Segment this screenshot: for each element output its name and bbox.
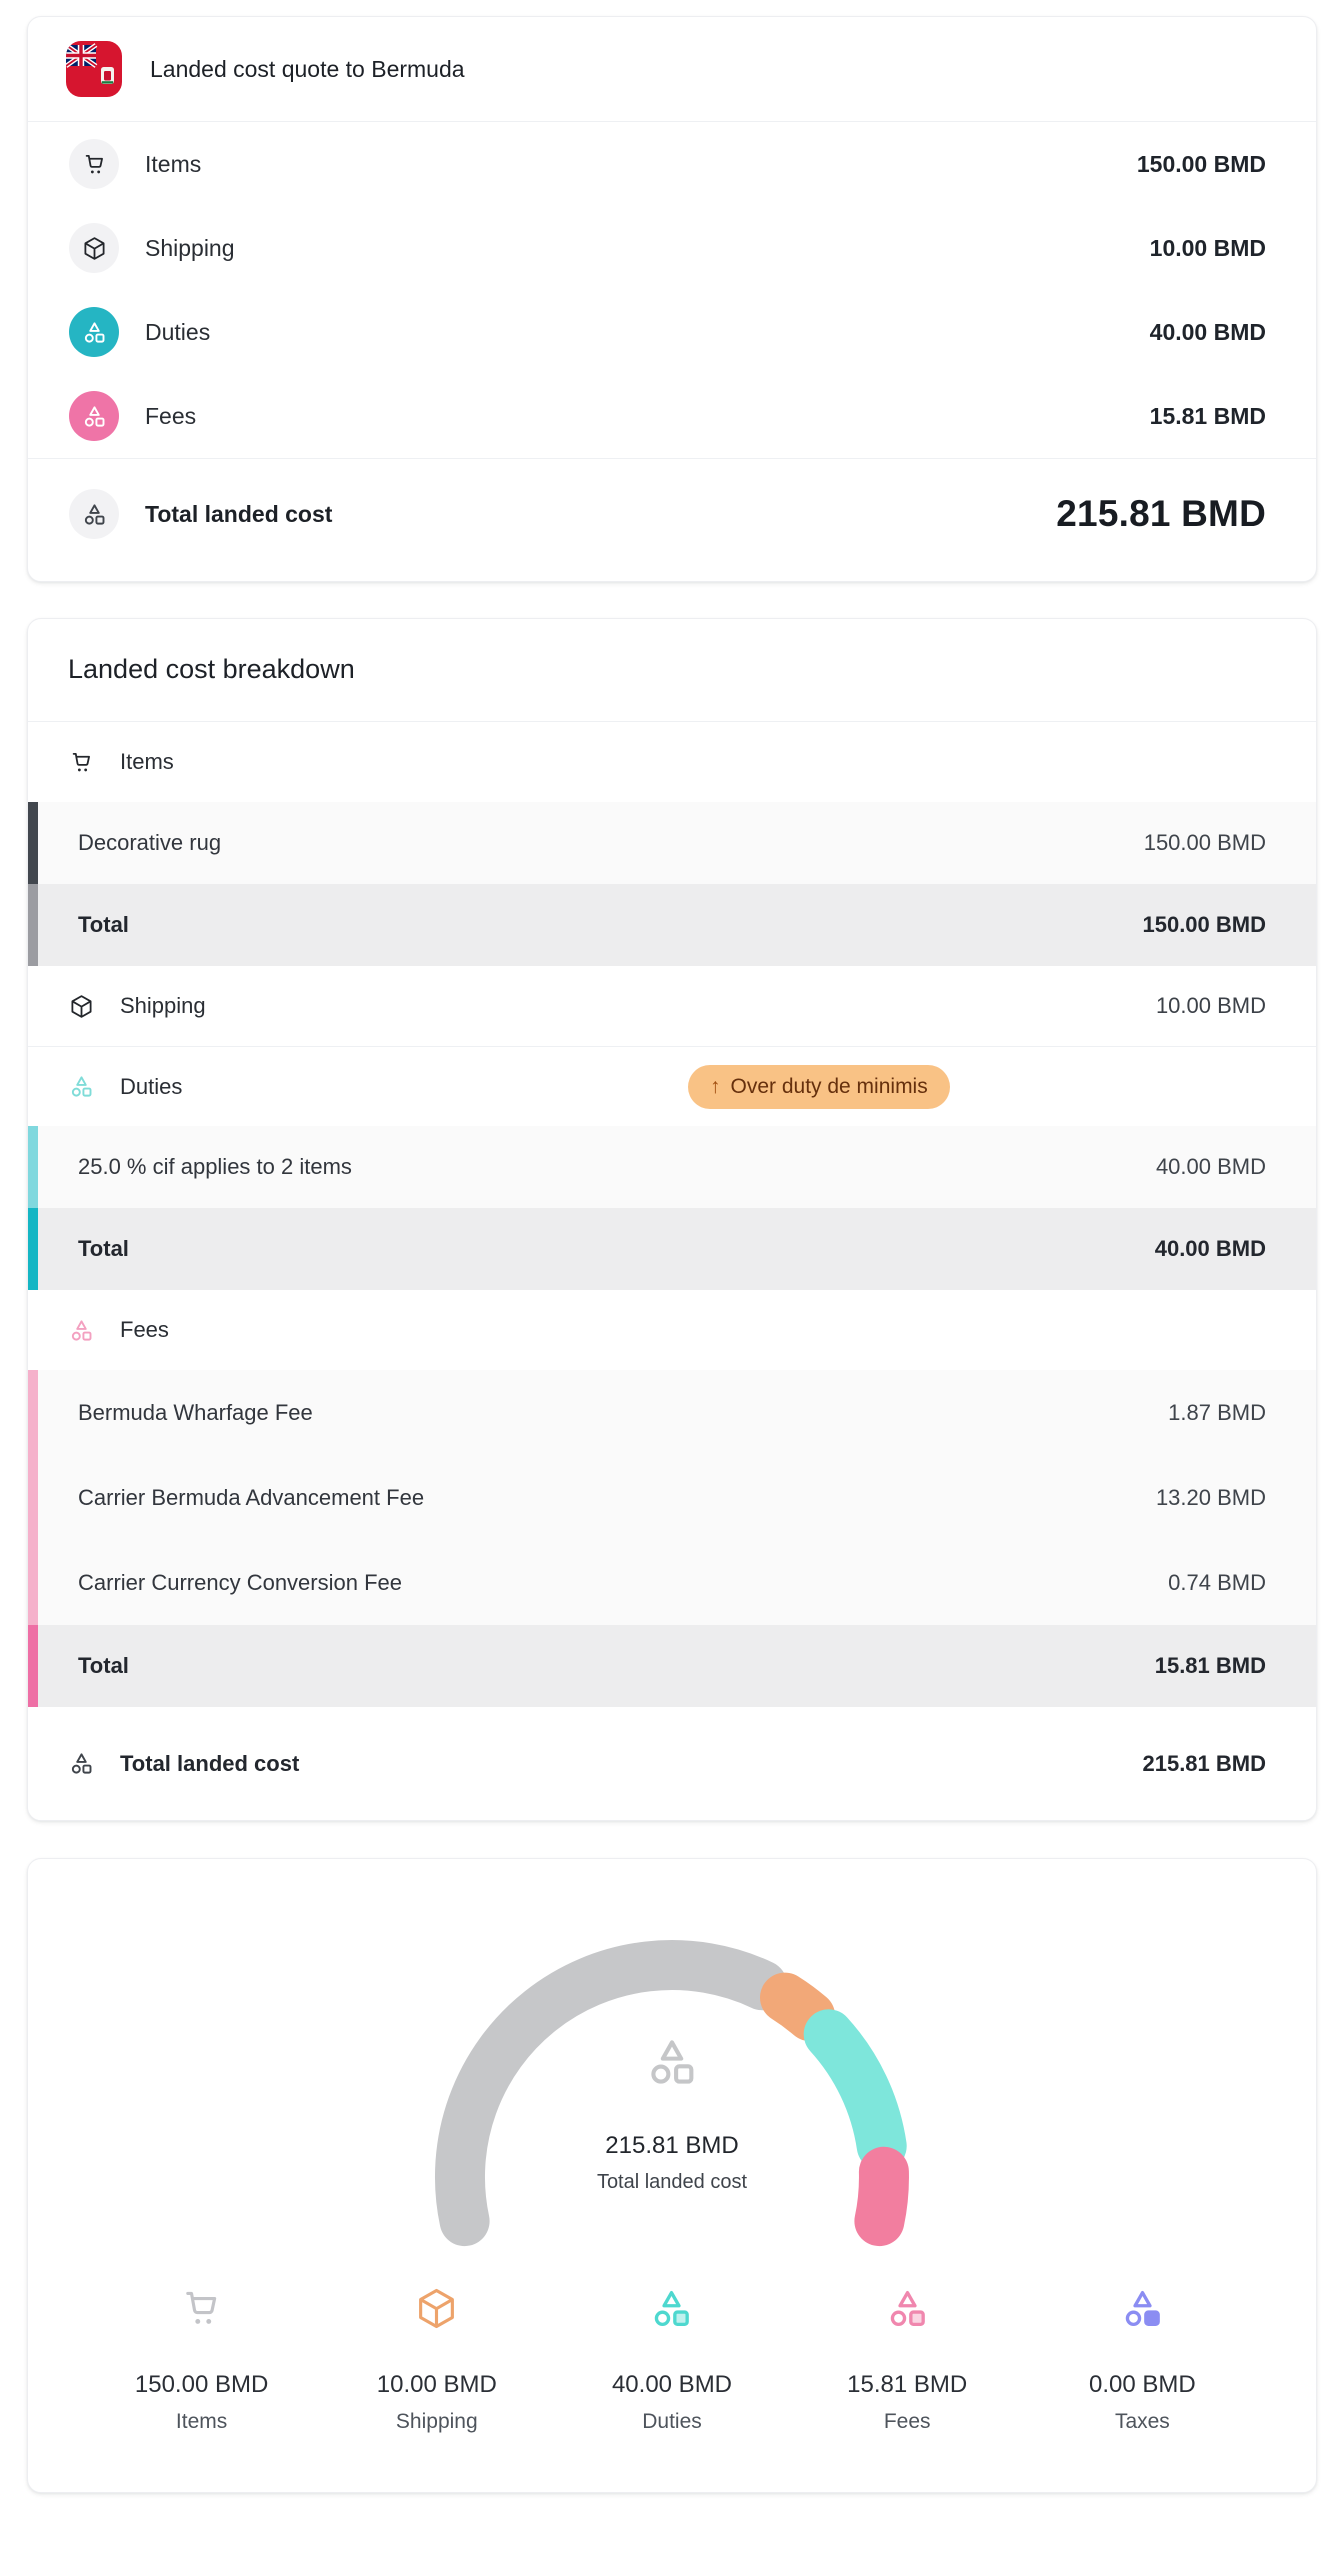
summary-row-value: 40.00 BMD [1149,318,1266,345]
over-duty-de-minimis-badge: ↑ Over duty de minimis [688,1064,950,1109]
summary-row-fees: Fees 15.81 BMD [28,374,1316,458]
duties-total-row: Total 40.00 BMD [28,1208,1316,1290]
total-label: Total [78,912,129,937]
breakdown-card: Landed cost breakdown Items Decorative r… [27,618,1317,1821]
fees-shapes-icon [884,2285,931,2332]
landed-cost-shapes-icon [69,489,119,539]
legend-value: 10.00 BMD [376,2371,497,2398]
badge-label: Over duty de minimis [730,1074,928,1098]
summary-row-items: Items 150.00 BMD [28,122,1316,206]
section-header-label: Items [120,749,174,774]
legend-item-taxes: 0.00 BMD Taxes [1025,2285,1260,2434]
box-icon [413,2285,460,2332]
duty-value: 40.00 BMD [1155,1154,1266,1179]
quote-header: Landed cost quote to Bermuda [28,17,1316,122]
duties-shapes-icon [71,1076,92,1097]
legend-label: Shipping [395,2410,478,2433]
quote-title: Landed cost quote to Bermuda [150,55,465,82]
fee-name: Carrier Currency Conversion Fee [78,1569,402,1595]
fee-row: Carrier Currency Conversion Fee 0.74 BMD [28,1540,1316,1625]
item-value: 150.00 BMD [1143,830,1266,855]
fee-value: 0.74 BMD [1168,1569,1266,1595]
landed-cost-shapes-icon [71,1753,92,1774]
fees-shapes-icon [71,1319,92,1341]
legend-label: Items [175,2410,228,2433]
breakdown-grand-total-row: Total landed cost 215.81 BMD [28,1707,1316,1820]
legend-label: Fees [883,2410,931,2433]
summary-row-label: Fees [145,402,197,429]
gauge-chart: 215.81 BMD Total landed cost [352,1915,992,2247]
legend-value: 150.00 BMD [134,2371,269,2398]
fee-name: Bermuda Wharfage Fee [78,1399,313,1425]
breakdown-item-row: Decorative rug 150.00 BMD [28,802,1316,884]
cart-icon [178,2285,225,2332]
breakdown-items-header: Items [28,722,1316,802]
summary-row-label: Shipping [145,234,235,261]
duties-shapes-icon [69,307,119,357]
chart-legend: 150.00 BMD Items 10.00 BMD Shipping 40.0… [28,2285,1316,2434]
items-total-row: Total 150.00 BMD [28,884,1316,966]
cart-icon [69,139,119,189]
legend-item-fees: 15.81 BMD Fees [790,2285,1025,2434]
breakdown-shipping-row: Shipping 10.00 BMD [28,966,1316,1046]
legend-value: 40.00 BMD [611,2371,733,2398]
quote-total-label: Total landed cost [145,500,333,527]
total-label: Total [78,1653,129,1678]
gauge-arcs [435,1940,909,2247]
summary-row-duties: Duties 40.00 BMD [28,290,1316,374]
legend-item-items: 150.00 BMD Items [84,2285,319,2434]
summary-row-shipping: Shipping 10.00 BMD [28,206,1316,290]
duties-shapes-icon [648,2285,695,2332]
fee-row: Bermuda Wharfage Fee 1.87 BMD [28,1370,1316,1455]
box-icon [71,994,92,1018]
grand-total-value: 215.81 BMD [1142,1750,1266,1776]
breakdown-duties-header: Duties ↑ Over duty de minimis [28,1046,1316,1126]
total-label: Total [78,1236,129,1261]
summary-row-value: 150.00 BMD [1136,150,1266,177]
taxes-shapes-icon [1119,2285,1166,2332]
summary-row-value: 15.81 BMD [1149,402,1266,429]
landed-cost-chart-card: 215.81 BMD Total landed cost 150.00 BMD … [27,1858,1317,2493]
arrow-up-icon: ↑ [710,1074,721,1098]
fees-shapes-icon [69,391,119,441]
section-header-label: Fees [120,1317,169,1342]
breakdown-title: Landed cost breakdown [28,619,1316,722]
fee-row: Carrier Bermuda Advancement Fee 13.20 BM… [28,1455,1316,1540]
summary-row-label: Duties [145,318,211,345]
quote-total-value: 215.81 BMD [1056,493,1266,534]
total-value: 40.00 BMD [1154,1236,1266,1261]
summary-row-value: 10.00 BMD [1149,234,1266,261]
legend-label: Taxes [1114,2410,1170,2433]
total-value: 150.00 BMD [1142,912,1266,937]
box-icon [69,223,119,273]
bermuda-flag-icon [66,41,122,97]
breakdown-fees-header: Fees [28,1290,1316,1370]
legend-value: 15.81 BMD [847,2371,968,2398]
quote-total-row: Total landed cost 215.81 BMD [28,458,1316,581]
fees-total-row: Total 15.81 BMD [28,1625,1316,1707]
legend-value: 0.00 BMD [1089,2371,1196,2398]
section-header-label: Shipping [120,993,206,1018]
fee-value: 1.87 BMD [1168,1399,1266,1425]
duty-description: 25.0 % cif applies to 2 items [78,1154,352,1179]
item-name: Decorative rug [78,830,222,855]
section-header-label: Duties [120,1073,183,1099]
fee-value: 13.20 BMD [1155,1484,1266,1510]
legend-item-duties: 40.00 BMD Duties [554,2285,789,2434]
duties-detail-row: 25.0 % cif applies to 2 items 40.00 BMD [28,1126,1316,1208]
shipping-value: 10.00 BMD [1155,993,1266,1018]
quote-summary-card: Landed cost quote to Bermuda Items 150.0… [27,16,1317,582]
summary-row-label: Items [145,150,202,177]
total-value: 15.81 BMD [1154,1653,1266,1678]
legend-label: Duties [642,2410,702,2433]
legend-item-shipping: 10.00 BMD Shipping [319,2285,554,2434]
fee-name: Carrier Bermuda Advancement Fee [78,1484,425,1510]
cart-icon [72,752,90,771]
grand-total-label: Total landed cost [120,1750,300,1776]
